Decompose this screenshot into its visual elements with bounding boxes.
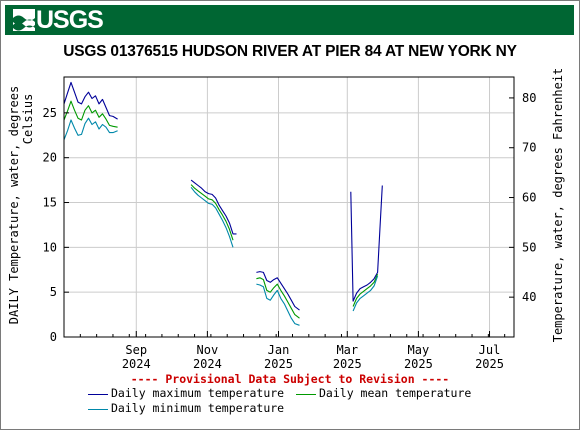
series-line-mean xyxy=(63,100,118,128)
y-tick-label: 25 xyxy=(43,106,57,120)
usgs-wave-icon xyxy=(13,9,35,31)
legend-label-mean: Daily mean temperature xyxy=(319,386,472,400)
usgs-logo[interactable]: USGS xyxy=(13,6,104,34)
x-tick-label-month: Jan xyxy=(268,343,290,357)
x-tick-label-month: Jul xyxy=(479,343,501,357)
y2-tick-label: 50 xyxy=(522,240,536,254)
y2-tick-label: 80 xyxy=(522,91,536,105)
series-line-mean xyxy=(256,277,300,319)
y-tick-label: 10 xyxy=(43,240,57,254)
x-tick-label-year: 2025 xyxy=(264,357,293,371)
chart-title: USGS 01376515 HUDSON RIVER AT PIER 84 AT… xyxy=(63,43,517,60)
x-tick-label-month: Sep xyxy=(125,343,147,357)
plot-border xyxy=(63,76,515,338)
series-line-min xyxy=(352,275,379,312)
legend-swatch-min xyxy=(88,409,108,410)
provisional-note: ---- Provisional Data Subject to Revisio… xyxy=(130,372,450,386)
x-tick-label-year: 2025 xyxy=(404,357,433,371)
x-tick-label-year: 2024 xyxy=(122,357,151,371)
y-tick-label: 0 xyxy=(50,330,57,344)
series-line-min xyxy=(190,186,234,248)
y-tick-label: 20 xyxy=(43,151,57,165)
series-line-max xyxy=(190,179,237,235)
legend-label-max: Daily maximum temperature xyxy=(111,386,285,400)
y2-axis-label: Temperature, water, degrees Fahrenheit xyxy=(551,68,565,343)
y2-tick-label: 40 xyxy=(522,290,536,304)
series-line-max xyxy=(256,271,300,311)
usgs-logo-text: USGS xyxy=(36,6,104,34)
y2-tick-label: 60 xyxy=(522,191,536,205)
usgs-banner: USGS xyxy=(5,5,574,35)
series-line-max xyxy=(350,185,383,302)
x-tick-label-year: 2025 xyxy=(475,357,504,371)
series-line-max xyxy=(63,81,118,120)
y-axis-label-line2: Celsius xyxy=(21,94,35,145)
y2-tick-label: 70 xyxy=(522,141,536,155)
legend-swatch-mean xyxy=(296,394,316,395)
series-line-min xyxy=(256,283,300,326)
legend-swatch-max xyxy=(88,394,108,395)
series-line-mean xyxy=(190,184,234,241)
x-tick-label-month: Nov xyxy=(197,343,219,357)
y-tick-label: 5 xyxy=(50,285,57,299)
series-line-mean xyxy=(352,273,379,307)
series-line-min xyxy=(63,117,118,140)
x-tick-label-year: 2025 xyxy=(333,357,362,371)
y-axis-label-line1: DAILY Temperature, water, degrees xyxy=(7,86,21,324)
plot-area xyxy=(64,77,514,337)
x-tick-label-year: 2024 xyxy=(193,357,222,371)
y-tick-label: 15 xyxy=(43,196,57,210)
x-tick-label-month: May xyxy=(408,343,430,357)
legend-label-min: Daily minimum temperature xyxy=(111,401,285,415)
x-tick-label-month: Mar xyxy=(336,343,358,357)
